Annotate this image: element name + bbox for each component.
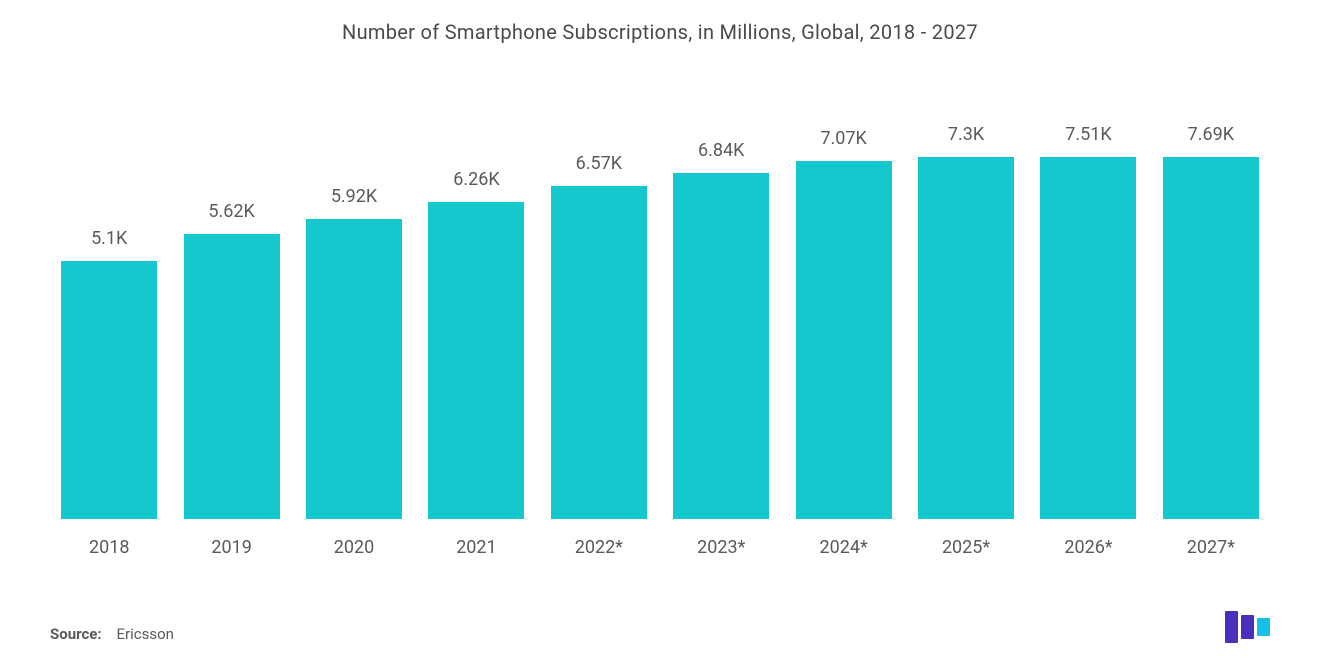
x-axis-tick: 2022* [550, 537, 648, 558]
source-attribution: Source: Ericsson [50, 625, 174, 643]
chart-container: Number of Smartphone Subscriptions, in M… [0, 0, 1320, 665]
bar-group: 7.51K [1039, 124, 1137, 519]
bar-group: 6.26K [427, 124, 525, 519]
bar [1163, 157, 1259, 519]
bar-value-label: 6.57K [576, 153, 622, 174]
logo-bar [1225, 611, 1238, 643]
x-axis: 2018 2019 2020 2021 2022* 2023* 2024* 2025* 2026… [40, 537, 1280, 558]
bar-value-label: 6.84K [698, 140, 744, 161]
brand-logo [1225, 611, 1270, 643]
logo-bar [1257, 618, 1270, 636]
bar-group: 7.69K [1162, 124, 1260, 519]
x-axis-tick: 2021 [427, 537, 525, 558]
x-axis-tick: 2027* [1162, 537, 1260, 558]
source-label: Source: [50, 625, 102, 643]
bar-value-label: 7.3K [948, 124, 984, 145]
bar-group: 6.57K [550, 124, 648, 519]
bar-value-label: 6.26K [453, 169, 499, 190]
bar-value-label: 7.07K [820, 128, 866, 149]
bar [551, 186, 647, 519]
bar [673, 173, 769, 519]
bar [61, 261, 157, 519]
x-axis-tick: 2026* [1039, 537, 1137, 558]
x-axis-tick: 2018 [60, 537, 158, 558]
bar [184, 234, 280, 519]
bar [1040, 157, 1136, 519]
bar-group: 5.92K [305, 124, 403, 519]
x-axis-tick: 2020 [305, 537, 403, 558]
x-axis-tick: 2024* [794, 537, 892, 558]
x-axis-tick: 2023* [672, 537, 770, 558]
chart-footer: Source: Ericsson [50, 611, 1270, 643]
bar-group: 5.1K [60, 124, 158, 519]
bar-group: 6.84K [672, 124, 770, 519]
bar-value-label: 7.51K [1065, 124, 1111, 145]
bar-value-label: 5.62K [208, 201, 254, 222]
chart-title: Number of Smartphone Subscriptions, in M… [40, 20, 1280, 44]
source-value: Ericsson [117, 625, 174, 643]
bar [796, 161, 892, 519]
bar-group: 7.3K [917, 124, 1015, 519]
bar [428, 202, 524, 519]
bar-value-label: 5.92K [331, 186, 377, 207]
bar-value-label: 7.69K [1188, 124, 1234, 145]
x-axis-tick: 2019 [182, 537, 280, 558]
bar-group: 5.62K [182, 124, 280, 519]
bar [918, 157, 1014, 519]
x-axis-tick: 2025* [917, 537, 1015, 558]
plot-area: 5.1K 5.62K 5.92K 6.26K 6.57K 6.84K 7.07K 7.3K 7.… [40, 124, 1280, 519]
bar [306, 219, 402, 519]
bar-group: 7.07K [794, 124, 892, 519]
bar-value-label: 5.1K [91, 228, 127, 249]
logo-bar [1241, 615, 1254, 639]
